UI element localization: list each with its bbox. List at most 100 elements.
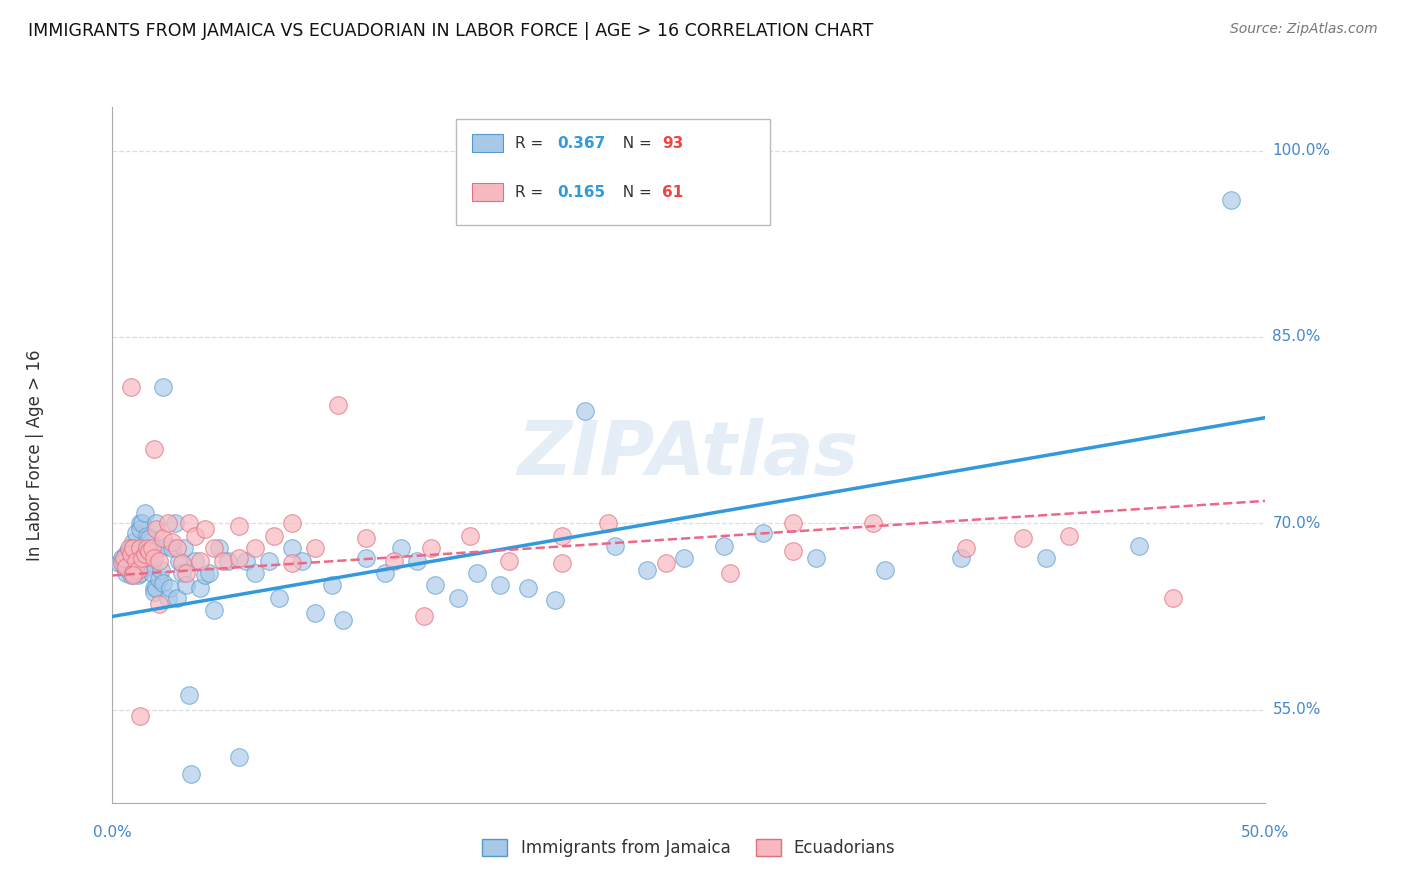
Text: 0.367: 0.367	[557, 136, 605, 151]
Point	[143, 442, 166, 456]
Point	[228, 749, 250, 764]
Point	[281, 541, 304, 555]
Text: N =: N =	[613, 185, 657, 200]
Point	[122, 541, 145, 555]
Point	[489, 578, 512, 592]
Point	[131, 553, 153, 567]
Point	[108, 556, 131, 570]
Point	[782, 516, 804, 531]
Point	[354, 531, 377, 545]
Point	[177, 688, 200, 702]
Point	[122, 568, 145, 582]
Point	[636, 564, 658, 578]
Point	[267, 591, 290, 605]
Point	[112, 551, 135, 566]
Point	[129, 516, 152, 531]
Text: 0.165: 0.165	[557, 185, 605, 200]
Point	[136, 551, 159, 566]
Point	[148, 541, 170, 555]
Point	[152, 379, 174, 393]
Point	[112, 553, 135, 567]
Point	[382, 553, 405, 567]
Point	[162, 541, 184, 555]
Point	[465, 566, 488, 580]
Point	[134, 506, 156, 520]
Point	[111, 551, 134, 566]
Point	[129, 523, 152, 537]
Point	[166, 591, 188, 605]
Point	[122, 534, 145, 549]
Point	[129, 708, 152, 723]
Point	[120, 379, 142, 393]
Point	[551, 529, 574, 543]
Point	[202, 603, 225, 617]
Point	[605, 539, 627, 553]
Point	[328, 398, 350, 412]
Point	[188, 581, 211, 595]
Point	[1012, 531, 1035, 545]
Point	[188, 553, 211, 567]
Point	[194, 523, 217, 537]
Point	[138, 543, 160, 558]
Point	[170, 556, 193, 570]
Point	[184, 553, 207, 567]
Point	[166, 541, 188, 555]
Point	[141, 541, 163, 555]
Point	[145, 516, 167, 531]
Point	[141, 566, 163, 580]
Point	[129, 541, 152, 555]
Point	[169, 553, 191, 567]
Text: 93: 93	[662, 136, 683, 151]
Point	[198, 566, 221, 580]
Point	[259, 553, 281, 567]
Point	[321, 578, 343, 592]
Point	[263, 529, 285, 543]
Point	[304, 606, 326, 620]
Point	[122, 566, 145, 580]
Point	[143, 551, 166, 566]
Point	[117, 553, 139, 567]
Point	[245, 541, 267, 555]
Text: 0.0%: 0.0%	[93, 825, 132, 840]
Legend: Immigrants from Jamaica, Ecuadorians: Immigrants from Jamaica, Ecuadorians	[475, 832, 903, 864]
Point	[159, 581, 181, 595]
Point	[458, 529, 481, 543]
Point	[212, 553, 235, 567]
Point	[425, 578, 447, 592]
Point	[120, 541, 142, 555]
Point	[155, 539, 177, 553]
Text: 85.0%: 85.0%	[1272, 329, 1320, 344]
Point	[405, 553, 427, 567]
Point	[1219, 193, 1241, 207]
Point	[115, 547, 138, 561]
Point	[115, 559, 138, 574]
Point	[152, 531, 174, 545]
Point	[170, 566, 193, 580]
Point	[281, 516, 304, 531]
Point	[145, 523, 167, 537]
Point	[163, 516, 186, 531]
Point	[115, 566, 138, 580]
Point	[173, 541, 195, 555]
Point	[873, 564, 896, 578]
Point	[332, 613, 354, 627]
Point	[111, 556, 134, 570]
Text: In Labor Force | Age > 16: In Labor Force | Age > 16	[27, 349, 44, 561]
Text: 70.0%: 70.0%	[1272, 516, 1320, 531]
Point	[281, 556, 304, 570]
Point	[152, 575, 174, 590]
Point	[498, 553, 520, 567]
Point	[1059, 529, 1081, 543]
Point	[120, 547, 142, 561]
Point	[117, 543, 139, 558]
Point	[127, 564, 149, 578]
Point	[129, 566, 152, 580]
Point	[655, 556, 678, 570]
Point	[124, 543, 146, 558]
Point	[389, 541, 412, 555]
Point	[138, 531, 160, 545]
Point	[447, 591, 470, 605]
Point	[138, 547, 160, 561]
Point	[145, 581, 167, 595]
Point	[1035, 551, 1057, 566]
